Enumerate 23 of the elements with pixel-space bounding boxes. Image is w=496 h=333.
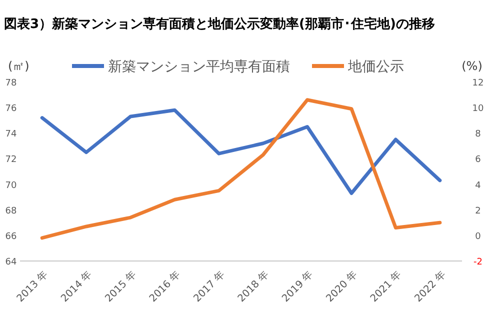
y-tick-label: 70 bbox=[5, 180, 17, 191]
y2-tick-label: -2 bbox=[474, 258, 482, 268]
y-tick-label: 78 bbox=[5, 78, 17, 88]
line-series bbox=[40, 108, 442, 195]
y2-tick-label: 2 bbox=[475, 206, 481, 216]
legend-label: 地価公示 bbox=[347, 59, 404, 75]
y-tick-label: 66 bbox=[5, 232, 17, 242]
y-tick-label: 74 bbox=[5, 130, 17, 140]
line-series bbox=[40, 98, 442, 240]
legend-label: 新築マンション平均専有面積 bbox=[108, 59, 290, 75]
y2-tick-label: 6 bbox=[475, 155, 482, 166]
y-axis-title: (㎡) bbox=[8, 59, 30, 73]
y-tick-label: 68 bbox=[5, 206, 17, 216]
y2-axis-title: (%) bbox=[462, 59, 482, 73]
y2-tick-label: 12 bbox=[472, 78, 484, 88]
y2-tick-label: 10 bbox=[472, 104, 484, 114]
y-tick-label: 72 bbox=[5, 155, 17, 166]
y2-tick-label: 4 bbox=[475, 180, 482, 191]
y2-tick-label: 8 bbox=[475, 130, 482, 140]
chart-title: 図表3）新築マンション専有面積と地価公示変動率(那覇市･住宅地)の推移 bbox=[4, 16, 435, 32]
y-tick-label: 64 bbox=[5, 258, 17, 268]
y-tick-label: 76 bbox=[5, 104, 17, 114]
y2-tick-label: 0 bbox=[475, 232, 482, 242]
